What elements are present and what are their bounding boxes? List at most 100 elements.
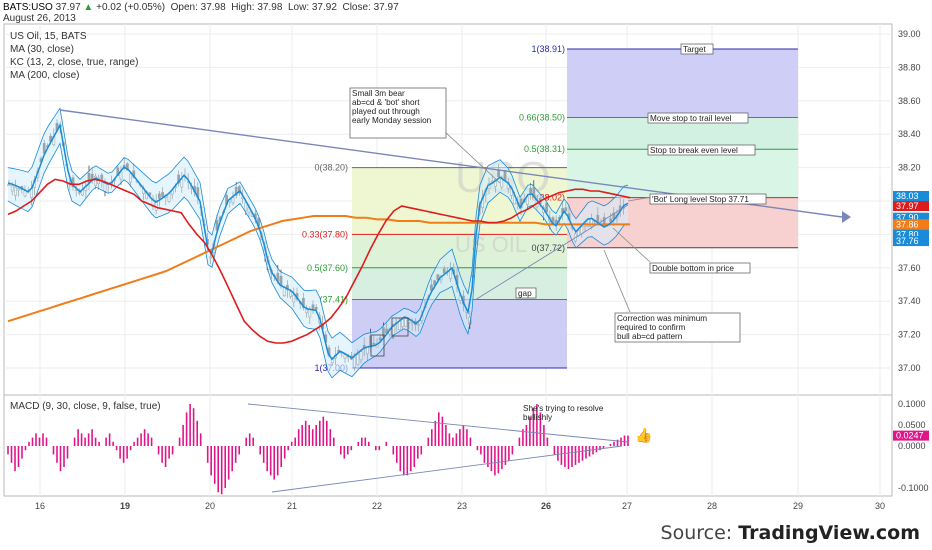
y-tick: 38.40 [898, 129, 921, 139]
macd-tick: 0.0500 [898, 420, 926, 430]
low-value: 37.92 [311, 2, 337, 13]
price-tag [893, 236, 929, 247]
box-a [370, 334, 385, 357]
pointer-3 [603, 249, 631, 313]
fib-label: (37.41) [319, 295, 348, 305]
source-brand: TradingView.com [738, 522, 920, 544]
macd-trend-down [247, 403, 629, 443]
header-date: August 26, 2013 [3, 13, 76, 24]
fib-label: 0.5(38.31) [524, 144, 565, 154]
price-tag [893, 229, 929, 240]
header-line: BATS:USO 37.97 ▲ +0.02 (+0.05%) Open: 37… [3, 2, 399, 13]
annotation-box [647, 144, 756, 156]
zone-breakeven [567, 149, 798, 198]
fib-label: 0.33(37.80) [302, 229, 348, 239]
last-price: 37.97 [55, 2, 81, 13]
x-tick: 21 [287, 501, 297, 511]
y-tick: 39.00 [898, 29, 921, 39]
annotation: early Monday session [352, 116, 432, 125]
price-tag [893, 219, 929, 230]
x-tick: 20 [205, 501, 215, 511]
up-arrow-icon: ▲ [83, 2, 94, 13]
indicator-symbol[interactable]: US Oil, 15, BATS [10, 31, 87, 42]
macd-trend-up [271, 445, 623, 493]
annotation: 'Bot' Long level Stop 37.71 [652, 195, 749, 204]
indicator-kc[interactable]: KC (13, 2, close, true, range) [10, 57, 139, 68]
x-tick: 26 [541, 501, 551, 511]
y-tick: 38.00 [898, 196, 921, 206]
trendline-up [474, 204, 629, 301]
y-tick: 37.00 [898, 363, 921, 373]
fib-label: 0.5(37.60) [307, 263, 348, 273]
annotation-box [680, 43, 714, 55]
study-lines [7, 107, 631, 379]
price-tag-label: 37.76 [896, 236, 919, 246]
close-label: Close: [342, 2, 371, 13]
zone-retr-2 [352, 234, 567, 268]
macd-tag-label: 0.0247 [896, 431, 924, 441]
annotation-box [349, 87, 447, 139]
annotation: Stop to break even level [650, 146, 738, 155]
x-tick: 30 [875, 501, 885, 511]
low-label: Low: [287, 2, 310, 13]
price-tag-label: 37.86 [896, 219, 919, 229]
macd-tick: 0.1000 [898, 399, 926, 409]
open-value: 37.98 [200, 2, 226, 13]
price-change: +0.02 (+0.05%) [96, 2, 166, 13]
y-tick: 38.20 [898, 163, 921, 173]
annotation: ab=cd & 'bot' short [352, 98, 420, 107]
open-label: Open: [170, 2, 198, 13]
high-value: 37.98 [257, 2, 283, 13]
annotation-box [649, 262, 751, 274]
x-tick: 22 [372, 501, 382, 511]
annotation-box [647, 112, 749, 124]
price-tag [893, 190, 929, 201]
x-tick: 23 [457, 501, 467, 511]
y-tick: 38.60 [898, 96, 921, 106]
price-tag-label: 37.90 [896, 213, 919, 223]
indicator-macd[interactable]: MACD (9, 30, close, 9, false, true) [10, 401, 161, 412]
annotation: Small 3m bear [352, 89, 405, 98]
indicator-ma30[interactable]: MA (30, close) [10, 44, 74, 55]
annotation-box [515, 287, 537, 299]
x-tick: 28 [707, 501, 717, 511]
close-value: 37.97 [373, 2, 399, 13]
fib-label: 0(37.72) [531, 243, 565, 253]
x-tick: 16 [35, 501, 45, 511]
thumbs-up-icon: 👍 [635, 427, 652, 444]
ma200-line [7, 215, 630, 323]
price-tag [893, 212, 929, 223]
watermark-sub: US OIL [455, 232, 527, 257]
high-label: High: [231, 2, 255, 13]
y-tick: 37.20 [898, 330, 921, 340]
macd-annotation: bullishly [523, 413, 553, 422]
symbol[interactable]: BATS:USO [3, 2, 53, 13]
y-tick: 37.60 [898, 263, 921, 273]
x-tick: 19 [120, 501, 130, 511]
keltner-mid [7, 122, 629, 361]
x-tick: 29 [793, 501, 803, 511]
annotation: required to confirm [617, 323, 685, 332]
macd-tag [893, 430, 929, 441]
fib-label: 1(38.91) [531, 44, 565, 54]
x-tick: 27 [622, 501, 632, 511]
arrowhead-icon [842, 211, 851, 223]
y-tick: 38.80 [898, 62, 921, 72]
macd-annotation: She's trying to resolve [523, 404, 604, 413]
fib-label: 0.66(38.50) [519, 113, 565, 123]
annotation: played out through [352, 107, 420, 116]
ma30-line [7, 178, 631, 344]
macd-tick: -0.1000 [898, 483, 929, 493]
zone-target [567, 49, 798, 118]
annotation-box [614, 312, 741, 343]
pointer-4 [627, 196, 653, 202]
keltner-lower [7, 142, 629, 379]
annotation: Move stop to trail level [650, 114, 732, 123]
price-tag [893, 201, 929, 212]
indicator-ma200[interactable]: MA (200, close) [10, 70, 80, 81]
y-tick: 37.40 [898, 296, 921, 306]
source-prefix: Source: [660, 522, 739, 544]
